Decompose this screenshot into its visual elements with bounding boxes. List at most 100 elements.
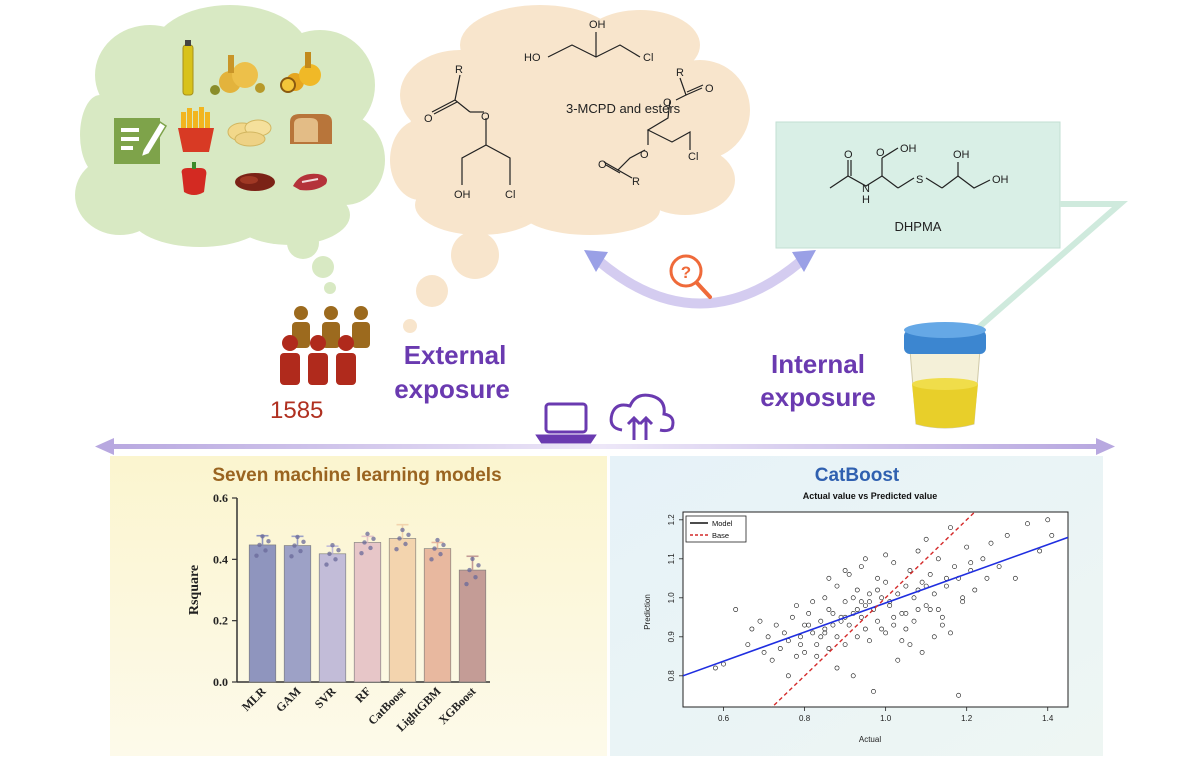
svg-text:R: R [632,176,640,188]
svg-text:O: O [844,149,853,161]
scatter-point [854,634,860,640]
scatter-point [944,583,949,589]
scatter-point [769,657,775,663]
bar-dot [397,536,402,541]
scatter-point [858,614,864,620]
scatter-point [960,595,966,601]
scatter-point [810,599,816,605]
scatter-point [842,568,848,573]
scatter-point [923,536,929,542]
scatter-point [745,642,751,647]
scatter-point [996,564,1002,569]
bar-dot [263,548,268,553]
bar-dot [368,545,373,551]
dhpma-label: DHPMA [895,219,942,234]
bar-dot [441,542,446,548]
bar-mlr [248,544,277,683]
bar-dot [371,536,376,541]
scatter-point [1049,533,1055,538]
scatter-legend: Model Base [685,515,747,543]
divider-arrow [95,438,1115,455]
scatter-point [850,595,856,601]
scatter-point [939,614,945,620]
bar-dot [266,539,271,544]
people-icon [280,306,370,385]
scatter-point [883,579,889,585]
scatter-point [1004,533,1010,538]
bar-dot [298,548,303,554]
svg-text:OH: OH [900,143,917,155]
scatter-point [806,611,812,616]
curved-double-arrow [584,250,816,309]
bar-dot [365,531,370,537]
scatter-point [846,622,852,628]
scatter-point [761,650,767,655]
bar-dot [473,575,478,580]
bar-dot [333,557,338,562]
scatter-point [867,591,872,597]
scatter-point [948,630,953,636]
bar-dot [330,543,335,548]
meat-icon [235,173,327,191]
svg-text:O: O [424,113,433,125]
scatter-point [810,630,816,636]
fries-icon [178,107,214,152]
bar-dot [400,527,405,533]
bar-dot [403,541,408,547]
dhpma-box [775,121,1061,249]
scatter-point [757,618,763,624]
bar-gam [283,545,312,683]
svg-text:Cl: Cl [688,151,698,163]
scatter-point [749,626,755,632]
bar-dot [292,543,297,548]
scatter-point [1037,548,1043,554]
scatter-point [903,611,909,616]
svg-text:O: O [876,147,885,159]
notebook-icon [114,118,168,164]
bar-dot [432,546,437,551]
scatter-y-tick-label: 0.9 [667,631,676,643]
scatter-point [956,692,961,698]
scatter-point [931,591,937,597]
bar-catboost [388,538,417,683]
bar-xgboost [458,569,487,683]
urine-cup-icon [904,322,986,429]
scatter-point [862,626,868,632]
scatter-point [850,673,856,679]
svg-text:H: H [862,194,870,206]
scatter-chart: Actual Prediction 0.6 0.8 1.0 1.2 1.4 0.8 0.9 1… [643,511,1069,744]
bar-dot [406,532,411,537]
scatter-point [972,587,978,593]
scatter-point [907,642,913,647]
bar-dot [429,557,434,562]
scatter-y-tick-label: 1.0 [667,592,676,604]
scatter-point [765,634,771,640]
scatter-point [903,583,909,589]
bar-dot [435,537,440,543]
bar-dot [467,567,472,573]
scatter-point [834,583,840,589]
mcpd-label: 3-MCPD and esters [566,101,681,116]
bar-dot [301,539,306,545]
scatter-point [935,556,941,562]
scatter-point [948,525,953,530]
scatter-x-tick-label: 1.0 [880,714,892,723]
scatter-point [858,599,864,605]
scatter-point [883,630,889,636]
scatter-point [842,599,848,605]
scatter-point [915,607,921,612]
chips-icon [227,119,272,147]
svg-text:OH: OH [589,19,606,31]
svg-text:Cl: Cl [505,189,515,201]
scatter-point [798,642,803,647]
population-count: 1585 [270,397,323,424]
scatter-point [911,618,917,624]
ester-structure-left [431,74,511,185]
scatter-point [980,556,986,562]
scatter-point [854,607,860,612]
scatter-point [891,622,897,628]
scatter-point [806,622,812,628]
svg-text:O: O [598,159,607,171]
chemical-atom-labels: HO OH Cl R O O OH Cl R O O O Cl O R [424,19,714,201]
